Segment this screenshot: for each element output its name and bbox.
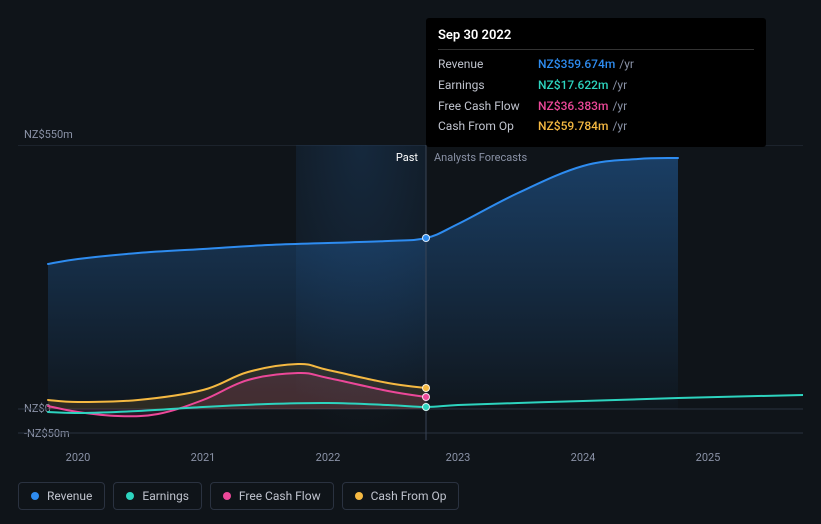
x-axis-label: 2022 xyxy=(316,451,341,464)
tooltip-row-value: NZ$36.383m xyxy=(538,98,608,115)
legend-dot-icon xyxy=(223,492,231,500)
legend-dot-icon xyxy=(31,492,39,500)
forecast-label: Analysts Forecasts xyxy=(434,151,527,164)
marker-revenue xyxy=(422,234,430,242)
tooltip-row-label: Cash From Op xyxy=(438,118,538,135)
chart-legend: Revenue Earnings Free Cash Flow Cash From O… xyxy=(18,482,459,510)
tooltip-row-label: Earnings xyxy=(438,77,538,94)
tooltip-row: Cash From OpNZ$59.784m/yr xyxy=(438,116,754,137)
tooltip-row: EarningsNZ$17.622m/yr xyxy=(438,75,754,96)
marker-cash_op xyxy=(422,384,430,392)
tooltip-row-unit: /yr xyxy=(612,118,627,135)
x-axis-label: 2023 xyxy=(446,451,471,464)
marker-fcf xyxy=(422,393,430,401)
tooltip-row-label: Revenue xyxy=(438,56,538,73)
chart-plot-area xyxy=(18,145,803,440)
x-axis-label: 2021 xyxy=(191,451,216,464)
legend-label: Free Cash Flow xyxy=(239,489,321,503)
past-label: Past xyxy=(396,151,418,164)
legend-dot-icon xyxy=(355,492,363,500)
chart-tooltip: Sep 30 2022 RevenueNZ$359.674m/yrEarning… xyxy=(426,18,766,147)
marker-earnings xyxy=(422,403,430,411)
x-axis-label: 2020 xyxy=(66,451,91,464)
tooltip-row-label: Free Cash Flow xyxy=(438,98,538,115)
tooltip-row-value: NZ$59.784m xyxy=(538,118,608,135)
tooltip-row-value: NZ$17.622m xyxy=(538,77,608,94)
tooltip-row-value: NZ$359.674m xyxy=(538,56,615,73)
y-axis-label: NZ$550m xyxy=(24,128,73,141)
legend-item-earnings[interactable]: Earnings xyxy=(113,482,202,510)
tooltip-row-unit: /yr xyxy=(612,77,627,94)
legend-item-revenue[interactable]: Revenue xyxy=(18,482,105,510)
chart-svg xyxy=(18,145,803,440)
legend-dot-icon xyxy=(126,492,134,500)
tooltip-row: Free Cash FlowNZ$36.383m/yr xyxy=(438,96,754,117)
x-axis-label: 2024 xyxy=(571,451,596,464)
x-axis-label: 2025 xyxy=(696,451,721,464)
legend-item-cash_op[interactable]: Cash From Op xyxy=(342,482,460,510)
legend-label: Cash From Op xyxy=(371,489,447,503)
tooltip-row-unit: /yr xyxy=(619,56,634,73)
tooltip-row-unit: /yr xyxy=(612,98,627,115)
tooltip-date: Sep 30 2022 xyxy=(438,28,754,50)
legend-label: Revenue xyxy=(47,489,92,503)
legend-item-fcf[interactable]: Free Cash Flow xyxy=(210,482,334,510)
legend-label: Earnings xyxy=(142,489,189,503)
tooltip-row: RevenueNZ$359.674m/yr xyxy=(438,54,754,75)
